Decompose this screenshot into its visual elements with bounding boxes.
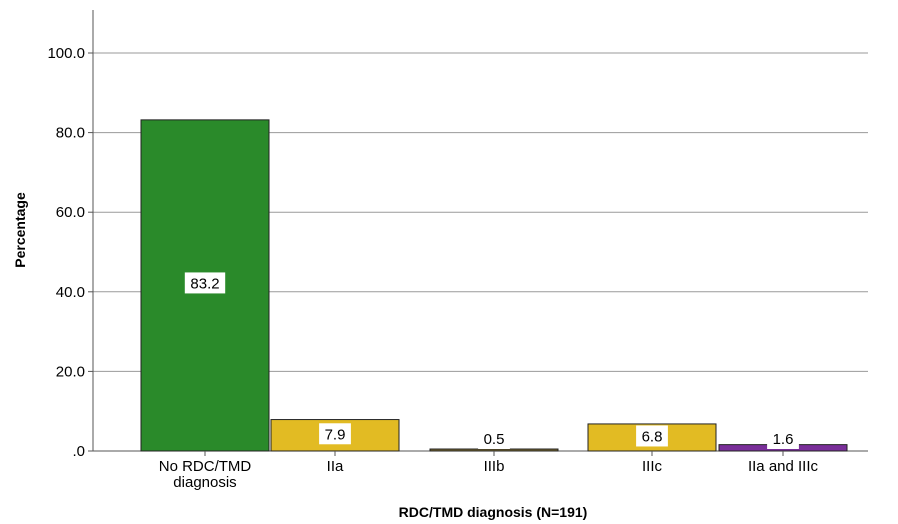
- y-tick-label: .0: [72, 443, 85, 460]
- data-label-bg: [184, 272, 226, 294]
- data-label-bg: [636, 425, 668, 447]
- category-label: IIIc: [642, 458, 663, 475]
- data-label: 1.6: [773, 431, 794, 448]
- data-label-bg: [478, 428, 510, 449]
- data-label: 6.8: [642, 428, 663, 445]
- data-label-bg: [767, 428, 799, 449]
- y-tick-label: 60.0: [56, 204, 85, 221]
- x-axis-title: RDC/TMD diagnosis (N=191): [399, 504, 588, 520]
- y-tick-labels: .0 20.0 40.0 60.0 80.0 100.0: [47, 45, 85, 460]
- y-tick-label: 40.0: [56, 284, 85, 301]
- data-label: 0.5: [484, 431, 505, 448]
- y-axis-title: Percentage: [12, 192, 28, 268]
- y-tick-label: 100.0: [47, 45, 85, 62]
- y-tick-label: 80.0: [56, 125, 85, 142]
- category-label: diagnosis: [173, 474, 236, 491]
- data-label-bg: [319, 423, 351, 445]
- category-label: IIa: [327, 458, 344, 475]
- category-label: IIIb: [484, 458, 505, 475]
- bars: [140, 119, 848, 452]
- y-tick-label: 20.0: [56, 363, 85, 380]
- category-label: IIa and IIIc: [748, 458, 819, 475]
- data-labels: 83.2 7.9 0.5 6.8 1.6: [184, 272, 799, 449]
- data-label: 83.2: [190, 275, 219, 292]
- category-label: No RDC/TMD: [159, 458, 252, 475]
- bar: [429, 448, 559, 452]
- data-label: 7.9: [325, 426, 346, 443]
